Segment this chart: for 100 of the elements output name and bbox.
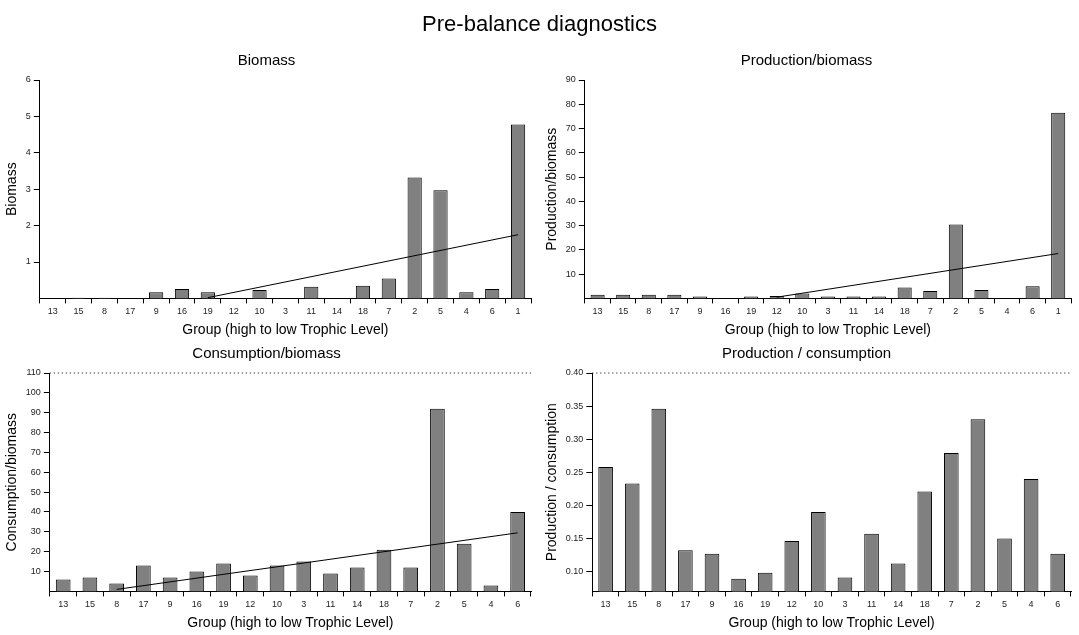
x-tick-label: 14 (893, 599, 904, 610)
x-tick-label: 17 (680, 599, 691, 610)
x-tick-label: 14 (352, 599, 363, 610)
x-tick-label: 14 (332, 306, 343, 317)
x-tick-label: 18 (899, 306, 910, 317)
x-tick-label: 2 (412, 306, 418, 317)
x-tick-label: 2 (953, 306, 959, 317)
y-tick-label: 60 (30, 466, 41, 477)
x-tick-label: 18 (378, 599, 389, 610)
y-tick-label: 0.30 (565, 433, 584, 444)
x-tick-label: 5 (461, 599, 467, 610)
y-tick-label: 10 (30, 566, 41, 577)
x-tick-label: 13 (600, 599, 611, 610)
x-tick-label: 18 (919, 599, 930, 610)
x-tick-label: 8 (114, 599, 120, 610)
x-tick-label: 13 (58, 599, 69, 610)
x-tick-label: 12 (786, 599, 797, 610)
x-tick-label: 16 (176, 306, 187, 317)
y-axis-title: Biomass (3, 162, 20, 217)
y-tick-label: 80 (565, 98, 576, 109)
x-tick-label: 14 (874, 306, 885, 317)
y-tick-label: 70 (565, 123, 576, 134)
x-tick-label: 9 (709, 599, 715, 610)
x-tick-label: 6 (1055, 599, 1061, 610)
x-tick-label: 4 (1028, 599, 1034, 610)
x-tick-label: 4 (1004, 306, 1010, 317)
y-axis-title: Production/biomass (543, 127, 560, 251)
x-tick-label: 9 (697, 306, 703, 317)
y-tick-label: 0.25 (565, 466, 584, 477)
y-tick-label: 0.15 (565, 532, 584, 543)
y-tick-label: 70 (30, 446, 41, 457)
x-tick-label: 13 (592, 306, 603, 317)
x-axis-title: Group (high to low Trophic Level) (724, 321, 932, 338)
x-tick-label: 8 (656, 599, 662, 610)
y-tick-label: 50 (30, 486, 41, 497)
y-tick-label: 90 (565, 74, 576, 85)
y-tick-label: 60 (565, 147, 576, 158)
x-tick-label: 12 (771, 306, 782, 317)
x-tick-label: 3 (301, 599, 307, 610)
x-tick-label: 10 (797, 306, 808, 317)
x-tick-label: 3 (842, 599, 848, 610)
x-tick-label: 10 (254, 306, 265, 317)
y-axis-title: Production / consumption (543, 403, 560, 562)
x-tick-label: 11 (306, 306, 316, 317)
y-tick-label: 90 (30, 407, 41, 418)
x-tick-label: 5 (978, 306, 984, 317)
x-tick-label: 7 (386, 306, 392, 317)
y-tick-label: 20 (565, 244, 576, 255)
x-tick-label: 15 (627, 599, 638, 610)
x-tick-label: 16 (191, 599, 202, 610)
x-tick-label: 11 (848, 306, 859, 317)
x-tick-label: 9 (153, 306, 159, 317)
x-axis-title: Group (high to low Trophic Level) (187, 614, 394, 631)
x-tick-label: 2 (434, 599, 440, 610)
x-tick-label: 19 (746, 306, 757, 317)
chart-title: Consumption/biomass (192, 344, 341, 362)
x-tick-label: 1 (1055, 306, 1061, 317)
x-tick-label: 5 (1002, 599, 1008, 610)
x-tick-label: 7 (408, 599, 414, 610)
y-tick-label: 0.10 (565, 566, 584, 577)
y-tick-label: 30 (565, 220, 576, 231)
y-tick-label: 0.35 (565, 400, 584, 411)
x-tick-label: 10 (813, 599, 824, 610)
y-tick-label: 5 (25, 110, 31, 121)
chart-title: Biomass (237, 51, 296, 69)
x-tick-label: 16 (733, 599, 744, 610)
x-tick-label: 18 (357, 306, 368, 317)
x-tick-label: 11 (866, 599, 877, 610)
x-tick-label: 16 (720, 306, 731, 317)
y-tick-label: 30 (30, 526, 41, 537)
text: Pre-balance diagnostics (422, 11, 657, 37)
x-tick-label: 17 (669, 306, 680, 317)
x-tick-label: 15 (618, 306, 629, 317)
x-tick-label: 13 (47, 306, 58, 317)
x-tick-label: 12 (245, 599, 256, 610)
y-tick-label: 50 (565, 171, 576, 182)
chart-title: Production / consumption (721, 344, 892, 362)
y-tick-label: 20 (30, 546, 41, 557)
x-tick-label: 17 (125, 306, 136, 317)
y-tick-label: 110 (26, 367, 41, 378)
y-tick-label: 10 (565, 268, 576, 279)
y-tick-label: 4 (25, 147, 31, 158)
x-tick-label: 2 (975, 599, 981, 610)
y-tick-label: 100 (25, 387, 41, 398)
x-tick-label: 3 (282, 306, 288, 317)
y-tick-label: 0.40 (565, 367, 584, 378)
x-tick-label: 12 (228, 306, 239, 317)
y-tick-label: 80 (30, 427, 41, 438)
x-tick-label: 15 (73, 306, 84, 317)
x-tick-label: 19 (202, 306, 213, 317)
x-axis-title: Group (high to low Trophic Level) (728, 614, 935, 631)
y-axis-title: Consumption/biomass (3, 412, 20, 552)
x-tick-label: 6 (1030, 306, 1036, 317)
y-tick-label: 0.20 (565, 499, 584, 510)
x-tick-label: 15 (84, 599, 95, 610)
x-tick-label: 8 (646, 306, 652, 317)
x-tick-label: 6 (515, 599, 521, 610)
y-tick-label: 6 (25, 74, 31, 85)
x-tick-label: 1 (515, 306, 521, 317)
x-tick-label: 7 (948, 599, 954, 610)
